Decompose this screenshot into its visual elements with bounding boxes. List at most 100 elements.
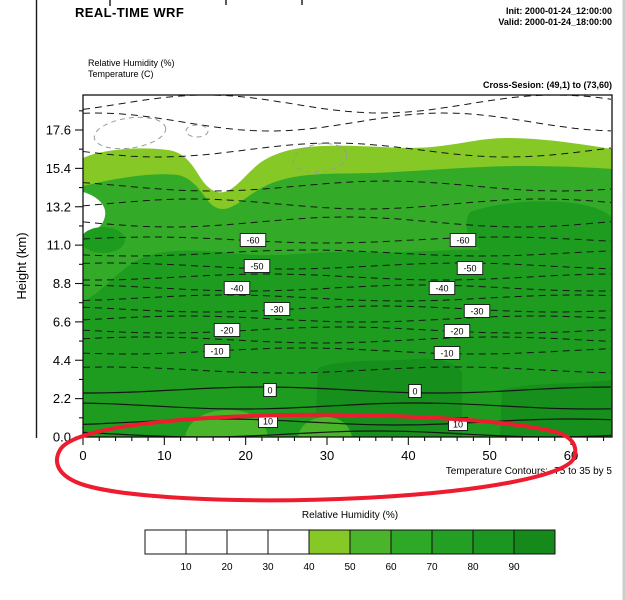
temperature-contour [83,386,612,394]
contour-label-box [456,261,484,275]
contour-label-box [263,302,291,316]
y-tick-label: 4.4 [53,353,71,368]
y-tick-label: 2.2 [53,391,71,406]
colorbar-cell [390,529,433,555]
contour-label: 0 [412,387,417,397]
colorbar-tick-label: 90 [508,562,520,573]
x-tick-label: 30 [320,448,334,463]
temperature-contour [83,326,612,334]
contour-label: 10 [263,417,273,427]
colorbar-tick-label: 30 [262,562,274,573]
y-tick-label: 6.6 [53,314,71,329]
temperature-contour [83,236,612,244]
temperature-contour [83,366,612,374]
dry-region-dashed-contours [93,116,348,173]
colorbar-cell [349,529,392,555]
contour-label-box [213,323,241,337]
colorbar-cell [472,529,515,555]
contour-note: Temperature Contours: -75 to 35 by 5 [446,466,613,477]
contour-label: -30 [270,305,283,315]
colorbar-cell [513,529,556,555]
temperature-contour [83,180,612,192]
colorbar-tick-label: 80 [467,562,479,573]
shaded-field-label: Relative Humidity (%) [88,58,175,68]
temperature-contour [83,284,612,292]
colorbar-cell [308,529,351,555]
y-tick-label: 13.2 [46,199,71,214]
colorbar: 10 20 30 40 50 60 70 80 90 [144,529,556,573]
colorbar-tick-label: 60 [385,562,397,573]
contour-label: -50 [463,264,476,274]
contour-label: 10 [453,420,463,430]
contour-label-box [243,259,271,273]
contour-label: -40 [230,284,243,294]
colorbar-cell [185,529,228,555]
y-tick-label: 11.0 [47,238,71,253]
contour-label-box [263,383,277,397]
contour-label-box [443,324,471,338]
temperature-contour [83,305,612,313]
rh-fill-dark-blob-left [83,227,125,253]
valid-timestamp: Valid: 2000-01-24_18:00:00 [498,17,612,27]
contour-label-box [449,233,477,247]
contour-label: -20 [220,326,233,336]
colorbar-tick-label: 40 [303,562,315,573]
temperature-contour [83,347,612,355]
contour-label: 0 [267,386,272,396]
temperature-contour [83,198,612,210]
temperature-contour [83,95,612,114]
contour-label: -10 [440,349,453,359]
line-field-label: Temperature (C) [88,69,154,79]
y-tick-label: 15.4 [46,161,71,176]
temperature-contour [83,294,612,302]
x-tick-label: 10 [157,448,171,463]
contour-label: -20 [450,327,463,337]
contour-label-box [203,344,231,358]
temperature-contour [83,112,612,132]
contour-label: -50 [250,262,263,272]
contour-label: -60 [246,236,259,246]
dry-contour-blob [93,116,167,150]
y-tick-label: 0.0 [53,430,71,445]
init-timestamp: Init: 2000-01-24_12:00:00 [506,6,612,16]
temperature-contour [83,262,612,270]
contour-label-box [239,233,267,247]
temperature-contour [83,402,612,410]
page-frame-marks [35,0,625,600]
temperature-contour [83,249,612,257]
humidity-fill-layers [83,138,612,437]
colorbar-cell [144,529,187,555]
temperature-contour [83,273,612,281]
colorbar-cell [267,529,310,555]
colorbar-tick-label: 70 [426,562,438,573]
x-tick-label: 0 [79,448,86,463]
y-tick-label: 8.8 [53,276,71,291]
cross-section-label: Cross-Sesion: (49,1) to (73,60) [483,80,612,90]
temperature-contour [83,216,612,228]
x-tick-label: 50 [482,448,496,463]
dry-notch-left [83,192,106,235]
temperature-contour-labels: -60 -60 -50 -50 -40 -40 -30 -30 -20 -20 -10 -10 0 0 10… [203,233,491,431]
right-edge-border [622,0,625,600]
colorbar-cell [431,529,474,555]
x-tick-label: 20 [238,448,252,463]
temperature-contour [83,336,612,344]
x-tick-label: 40 [401,448,415,463]
colorbar-title: Relative Humidity (%) [302,510,398,521]
contour-label-box [463,304,491,318]
contour-label: -40 [435,284,448,294]
contour-label-box [428,281,456,295]
colorbar-tick-label: 10 [180,562,192,573]
temperature-contour [83,142,612,158]
x-axis: 0 10 20 30 40 50 60 [79,437,605,463]
contour-label-box [433,346,461,360]
contour-label-box [223,281,251,295]
contour-label: -60 [456,236,469,246]
contour-label: -30 [470,307,483,317]
y-axis-title: Height (km) [14,232,29,299]
dry-contour-blob [292,143,348,173]
colorbar-tick-label: 50 [344,562,356,573]
temperature-contour [83,315,612,323]
